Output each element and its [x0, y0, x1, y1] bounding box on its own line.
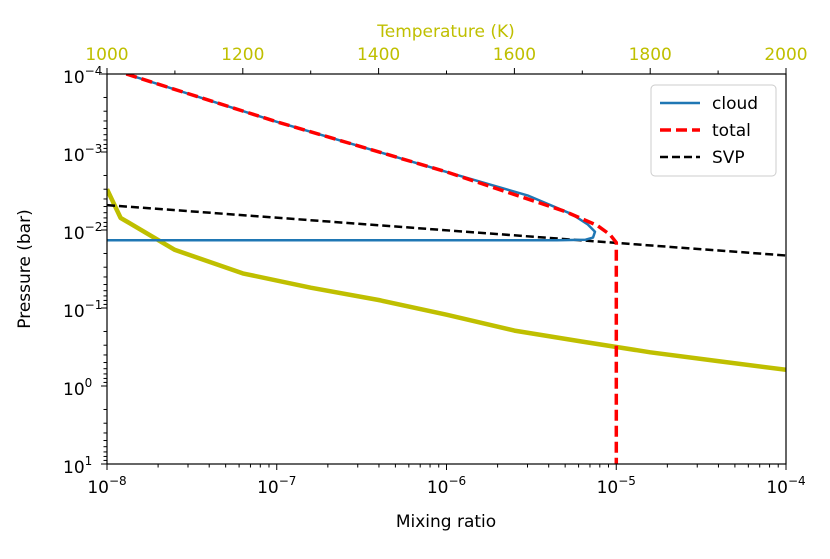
series-total-line	[125, 74, 619, 464]
top-tick-label: 1400	[357, 45, 400, 65]
x-tick-label: 10−5	[597, 474, 636, 498]
legend-cloud-label: cloud	[712, 94, 758, 114]
legend-total-label: total	[712, 121, 751, 141]
x-axis-label: Mixing ratio	[396, 512, 496, 532]
plot-frame	[106, 73, 787, 465]
series-group	[107, 74, 786, 464]
series-t-p-profile-line	[107, 188, 786, 373]
top-tick-label: 2000	[764, 45, 807, 65]
top-axis-label: Temperature (K)	[376, 22, 515, 42]
x-tick-label: 10−8	[87, 474, 126, 498]
top-tick-label: 1800	[629, 45, 672, 65]
series-svp-line	[107, 203, 786, 257]
y-axis-label: Pressure (bar)	[15, 209, 35, 328]
legend-box	[650, 84, 777, 177]
legend-svp-label: SVP	[712, 148, 745, 168]
legend: cloud total SVP	[650, 84, 777, 177]
ticks: 10−8 10−7 10−6 10−5 10−410−410−310−210−11001…	[63, 45, 808, 498]
y-tick-label: 10−4	[63, 64, 102, 88]
top-tick-label: 1000	[85, 45, 128, 65]
plot-lines	[107, 74, 786, 464]
top-tick-label: 1600	[493, 45, 536, 65]
x-tick-label: 10−4	[766, 474, 805, 498]
top-tick-label: 1200	[221, 45, 264, 65]
